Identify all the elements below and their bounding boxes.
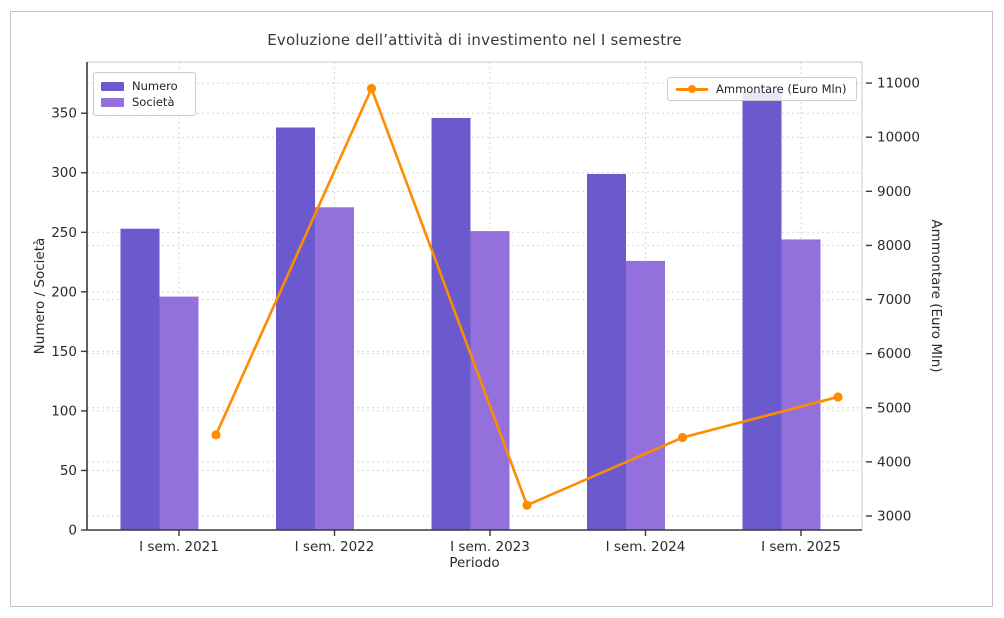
bar-numero (120, 228, 160, 530)
bar-societa (626, 260, 665, 530)
left-tick-label: 300 (51, 165, 77, 181)
right-tick-label: 4000 (877, 454, 911, 470)
societa-swatch-icon (101, 97, 124, 107)
ammontare-marker (211, 430, 221, 440)
ammontare-marker (366, 83, 377, 94)
legend-bars: Numero Società (93, 72, 196, 116)
bar-societa (781, 239, 821, 530)
x-axis-label: Periodo (449, 555, 500, 571)
legend-line: Ammontare (Euro Mln) (667, 77, 858, 101)
bar-societa (159, 296, 199, 530)
left-tick-label: 100 (51, 403, 77, 419)
left-tick-label: 350 (51, 106, 77, 122)
ammontare-marker (677, 432, 688, 443)
x-tick-label: I sem. 2025 (761, 539, 841, 555)
legend-label-ammontare: Ammontare (Euro Mln) (716, 82, 847, 96)
bar-numero (276, 127, 315, 530)
left-tick-label: 0 (68, 523, 77, 539)
line-marker-icon (676, 84, 708, 94)
right-tick-label: 9000 (877, 184, 911, 200)
left-tick-label: 50 (60, 463, 77, 479)
right-tick-label: 6000 (877, 346, 911, 362)
right-tick-label: 11000 (877, 76, 920, 92)
bar-numero (431, 117, 471, 530)
left-tick-label: 250 (51, 225, 77, 241)
bar-societa (315, 207, 354, 530)
legend-label-numero: Numero (132, 79, 178, 93)
legend-label-societa: Società (132, 95, 175, 109)
right-tick-label: 7000 (877, 292, 911, 308)
legend-entry-numero: Numero (101, 78, 186, 94)
left-tick-label: 200 (51, 284, 77, 300)
ammontare-marker (522, 500, 532, 510)
left-tick-label: 150 (51, 344, 77, 360)
chart-title: Evoluzione dell’attività di investimento… (267, 31, 682, 49)
x-tick-label: I sem. 2022 (295, 539, 375, 555)
bar-numero (742, 91, 782, 530)
right-tick-label: 8000 (877, 238, 911, 254)
legend-entry-societa: Società (101, 94, 186, 110)
right-tick-label: 3000 (877, 508, 911, 524)
numero-swatch-icon (101, 81, 124, 91)
y-axis-label-right: Ammontare (Euro Mln) (928, 219, 944, 373)
x-tick-label: I sem. 2023 (450, 539, 530, 555)
bar-societa (470, 231, 510, 530)
right-tick-label: 10000 (877, 130, 920, 146)
x-tick-label: I sem. 2021 (139, 539, 219, 555)
x-tick-label: I sem. 2024 (606, 539, 686, 555)
right-tick-label: 5000 (877, 400, 911, 416)
ammontare-marker (833, 392, 843, 402)
y-axis-label-left: Numero / Società (32, 237, 48, 355)
